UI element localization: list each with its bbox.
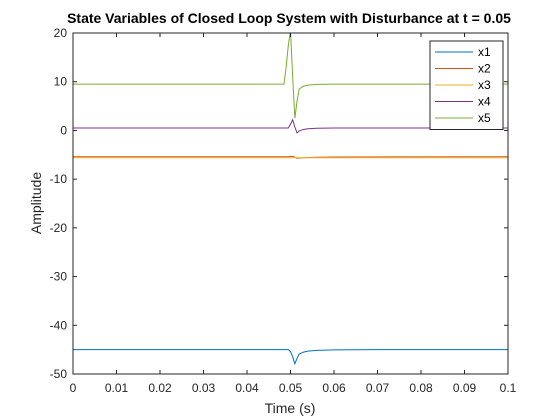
legend-label-x4: x4 xyxy=(478,95,491,109)
series-layer xyxy=(73,33,508,366)
chart-title: State Variables of Closed Loop System wi… xyxy=(67,10,511,26)
x-tick-label: 0.05 xyxy=(279,381,303,395)
x-axis-label: Time (s) xyxy=(265,400,316,416)
x-tick-label: 0.02 xyxy=(148,381,172,395)
y-tick-label: -50 xyxy=(50,367,68,381)
y-tick-label: 20 xyxy=(54,26,68,40)
legend-label-x2: x2 xyxy=(478,62,491,76)
y-tick-label: -20 xyxy=(50,221,68,235)
y-tick-label: -40 xyxy=(50,318,68,332)
x-tick-label: 0.03 xyxy=(192,381,216,395)
series-line-x4 xyxy=(73,118,508,134)
ticks: 0 0.01 0.02 0.03 0.04 0.05 0.06 0.07 0.08 0.09 0.1… xyxy=(50,26,517,395)
series-line-x5 xyxy=(73,33,508,119)
legend-label-x1: x1 xyxy=(478,45,491,59)
x-tick-label: 0 xyxy=(70,381,77,395)
y-axis-label: Amplitude xyxy=(28,172,44,234)
x-tick-label: 0.04 xyxy=(235,381,259,395)
x-tick-label: 0.06 xyxy=(322,381,346,395)
x-tick-label: 0.01 xyxy=(105,381,129,395)
legend-label-x5: x5 xyxy=(478,111,491,125)
y-tick-label: 10 xyxy=(54,75,68,89)
x-tick-label: 0.07 xyxy=(366,381,390,395)
series-line-x1 xyxy=(73,349,508,366)
y-tick-label: -30 xyxy=(50,270,68,284)
x-tick-label: 0.08 xyxy=(409,381,433,395)
x-tick-label: 0.09 xyxy=(453,381,477,395)
y-tick-label: 0 xyxy=(60,123,67,137)
legend: x1 x2 x3 x4 x5 xyxy=(429,40,504,130)
legend-label-x3: x3 xyxy=(478,78,491,92)
x-tick-label: 0.1 xyxy=(500,381,517,395)
y-tick-label: -10 xyxy=(50,172,68,186)
